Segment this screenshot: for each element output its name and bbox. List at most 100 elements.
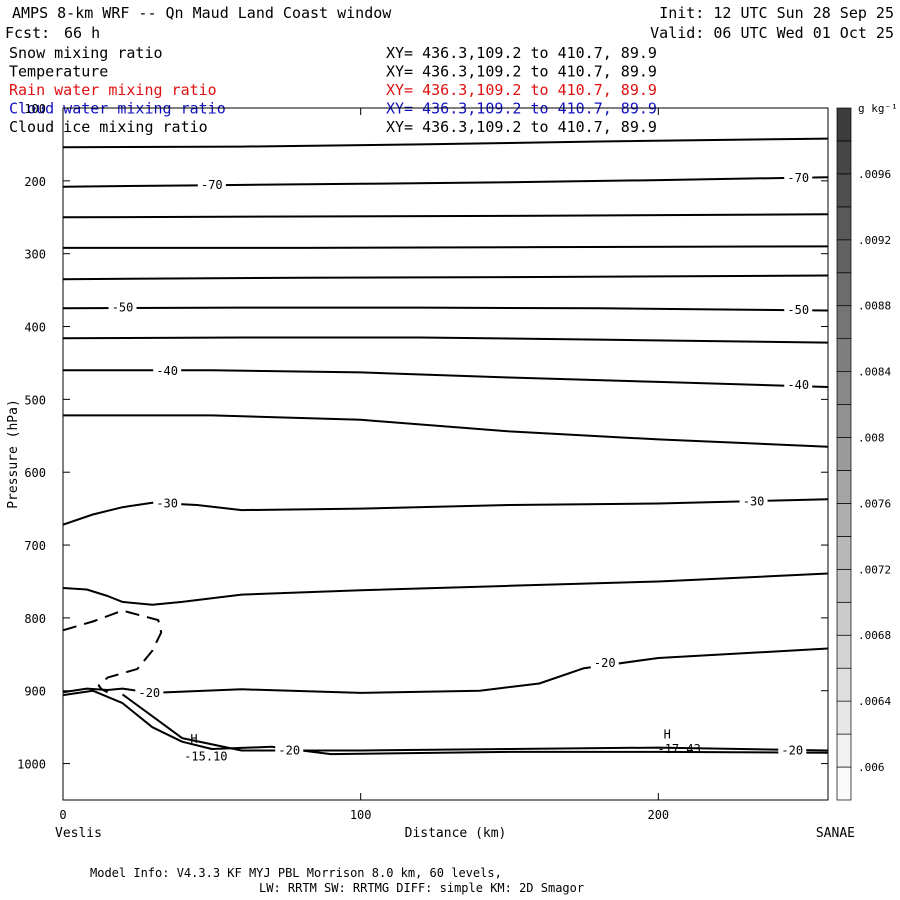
isotherm-line [62,609,163,694]
colorbar-segment [836,239,852,274]
isotherm-line [62,689,829,756]
isotherm-line [62,274,829,281]
isotherm-line [62,498,829,526]
x-tick-label: 200 [647,808,669,822]
colorbar-segment [836,568,852,603]
colorbar-label: .008 [858,432,885,445]
isotherm-line [62,647,829,694]
colorbar-segment [836,634,852,669]
colorbar-segment [836,173,852,208]
x-tick-label: 100 [350,808,372,822]
colorbar-label: .006 [858,761,885,774]
colorbar-label: .0068 [858,629,891,642]
isotherm-line [62,306,829,312]
field-xy: XY= 436.3,109.2 to 410.7, 89.9 [386,44,657,62]
colorbar-label: .0088 [858,300,891,313]
y-tick-label: 200 [24,175,46,189]
colorbar-segment [836,305,852,340]
colorbar-label: .0064 [858,695,891,708]
field-xy: XY= 436.3,109.2 to 410.7, 89.9 [386,118,657,136]
isotherm-label-bg [784,301,813,316]
x-tick-label: 0 [59,808,66,822]
y-tick-label: 600 [24,466,46,480]
colorbar-segment [836,601,852,636]
colorbar-segment [836,766,852,801]
field-xy: XY= 436.3,109.2 to 410.7, 89.9 [386,63,657,81]
forecast-label: Fcst: [5,24,50,42]
y-tick-label: 700 [24,539,46,553]
isotherm-label-bg [784,169,813,184]
y-axis-label: Pressure (hPa) [6,399,21,509]
isotherm-label: -20 [278,743,300,757]
isotherm-label: -40 [787,378,809,392]
colorbar-segment [836,437,852,471]
isotherm-label-bg [778,742,807,757]
field-name: Snow mixing ratio [9,44,163,62]
isotherm-label-bg [153,362,182,377]
valid-time: Valid: 06 UTC Wed 01 Oct 25 [650,24,894,42]
colorbar-label: .0076 [858,497,891,510]
extremum-value: -17.43 [657,742,700,756]
isotherm-line [63,245,829,249]
x-axis-label: Distance (km) [405,826,507,841]
forecast-value: 66 h [64,24,100,42]
isotherm-label: -30 [156,497,178,511]
isotherm-line [62,336,829,344]
isotherm-label-bg [590,655,619,670]
colorbar-segment [836,404,852,438]
field-name: Rain water mixing ratio [9,81,217,99]
colorbar-segment [836,140,852,175]
isotherm-label: -70 [787,171,809,185]
field-name: Cloud ice mixing ratio [9,118,208,136]
colorbar-segment [836,338,852,372]
isotherm-line [62,176,829,188]
right-endpoint-label: SANAE [816,826,855,841]
plot-area: -70 -70 -50 -50 -40 -40 -30 -30 -20 -20 -20 -20 H -15… [6,102,855,841]
field-xy: XY= 436.3,109.2 to 410.7, 89.9 [386,81,657,99]
isotherm-line [63,414,829,448]
colorbar-label: .0084 [858,366,891,379]
colorbar-segment [836,371,852,405]
isotherm-label-bg [108,299,137,314]
colorbar-unit: g kg⁻¹ [858,102,898,115]
colorbar-segment [836,470,852,504]
isotherm-label: -20 [781,743,803,757]
high-marker: H [664,727,671,741]
colorbar-segment [836,206,852,241]
colorbar-label: .0092 [858,234,891,247]
y-tick-label: 300 [24,248,46,262]
colorbar-segment [836,272,852,307]
isotherm-label: -40 [156,364,178,378]
colorbar: .006 .0064 .0068 .0072 .0076 .008 .0084 .0088 .0… [836,102,898,801]
colorbar-segment [836,733,852,768]
model-info-line1: Model Info: V4.3.3 KF MYJ PBL Morrison 8… [90,866,502,880]
colorbar-segment [836,700,852,735]
isotherm-label: -20 [138,686,160,700]
isotherm-line [121,693,829,752]
isotherm-label: -50 [112,301,134,315]
colorbar-label: .0072 [858,563,891,576]
y-tick-label: 400 [24,321,46,335]
high-marker: H [190,732,197,746]
model-info-line2: LW: RRTM SW: RRTMG DIFF: simple KM: 2D S… [259,881,584,895]
figure-title: AMPS 8-km WRF -- Qn Maud Land Coast wind… [12,4,392,22]
isotherm-label: -70 [201,178,223,192]
colorbar-segment [836,536,852,570]
colorbar-segment [836,503,852,537]
colorbar-segment [836,107,852,142]
y-tick-label: 900 [24,685,46,699]
isotherm-line [62,137,829,149]
isotherm-label: -20 [594,656,616,670]
isotherm-label-bg [784,376,813,391]
y-tick-label: 1000 [17,758,46,772]
isotherm-line [62,213,829,219]
init-time: Init: 12 UTC Sun 28 Sep 25 [659,4,894,22]
colorbar-segment [836,667,852,702]
isotherm-label-bg [275,742,304,757]
plot-frame [62,107,829,801]
isotherm-label-bg [739,493,768,508]
y-tick-label: 800 [24,612,46,626]
field-name: Temperature [9,63,108,81]
isotherm-label-bg [197,177,226,192]
